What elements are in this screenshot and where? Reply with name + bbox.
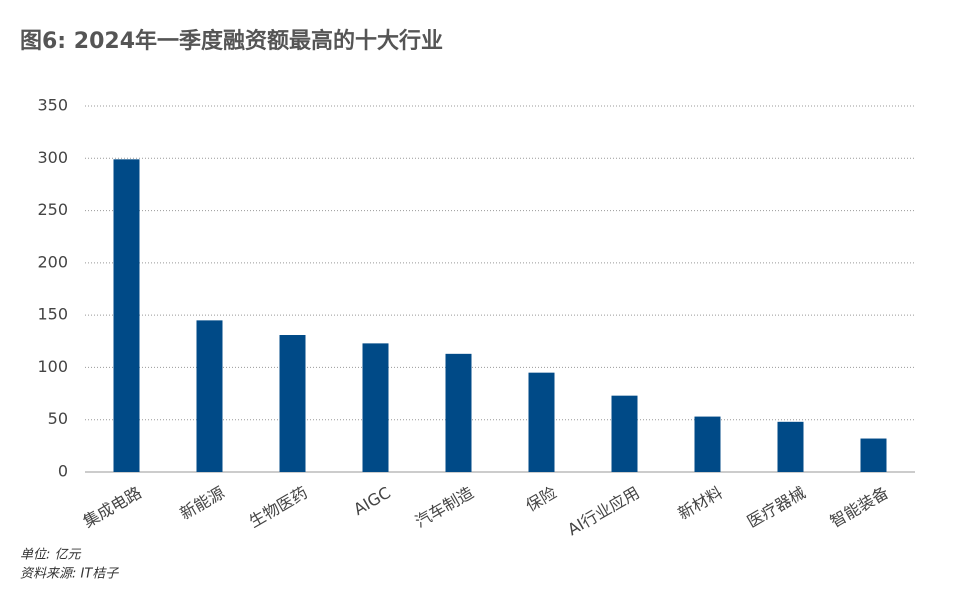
x-tick-label: AI行业应用	[564, 483, 642, 539]
y-tick-label: 350	[37, 96, 68, 115]
bar	[611, 395, 638, 472]
x-tick-label: 医疗器械	[744, 483, 809, 531]
x-tick-label: 生物医药	[246, 483, 311, 531]
y-tick-label: 50	[48, 409, 68, 428]
y-tick-label: 150	[37, 305, 68, 324]
x-tick-label: AIGC	[350, 483, 393, 519]
x-tick-label: 新材料	[675, 483, 726, 523]
chart-title: 图6: 2024年一季度融资额最高的十大行业	[20, 28, 443, 54]
y-tick-label: 250	[37, 200, 68, 219]
y-tick-label: 300	[37, 148, 68, 167]
y-tick-label: 200	[37, 252, 68, 271]
source-note: 资料来源: IT桔子	[20, 567, 119, 582]
x-tick-label: 保险	[523, 483, 560, 515]
bar	[777, 421, 804, 472]
x-tick-label: 新能源	[177, 483, 228, 523]
bar	[694, 416, 721, 472]
bar	[196, 320, 223, 472]
bar	[860, 438, 887, 472]
y-tick-label: 100	[37, 357, 68, 376]
bar	[528, 372, 555, 472]
y-tick-label: 0	[58, 462, 68, 481]
bar	[362, 343, 389, 472]
bar	[445, 353, 472, 472]
x-tick-label: 集成电路	[80, 483, 145, 531]
unit-note: 单位: 亿元	[20, 547, 82, 563]
bar	[279, 335, 306, 472]
bar	[113, 159, 140, 472]
x-tick-label: 汽车制造	[412, 483, 477, 531]
x-tick-label: 智能装备	[827, 483, 892, 531]
